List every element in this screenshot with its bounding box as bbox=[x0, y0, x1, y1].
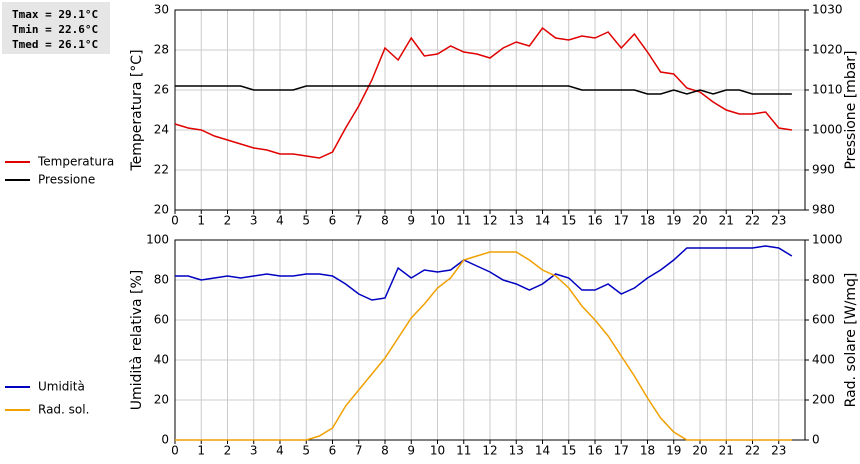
x-tick-label: 0 bbox=[171, 444, 179, 458]
y2-tick-label: 600 bbox=[812, 313, 835, 327]
x-tick-label: 8 bbox=[381, 444, 389, 458]
x-tick-label: 1 bbox=[197, 214, 205, 228]
x-tick-label: 18 bbox=[640, 444, 655, 458]
legend-label: Pressione bbox=[38, 173, 95, 187]
stats-box bbox=[2, 2, 110, 54]
x-tick-label: 4 bbox=[276, 444, 284, 458]
series-line bbox=[175, 245, 793, 301]
x-tick-label: 10 bbox=[430, 214, 445, 228]
x-tick-label: 17 bbox=[614, 214, 629, 228]
x-tick-label: 11 bbox=[456, 444, 471, 458]
y-tick-label: 24 bbox=[154, 123, 169, 137]
x-tick-label: 15 bbox=[561, 214, 576, 228]
y-axis-label: Umidità relativa [%] bbox=[129, 270, 145, 411]
x-tick-label: 9 bbox=[407, 214, 415, 228]
y2-tick-label: 1000 bbox=[812, 233, 843, 247]
y-tick-label: 20 bbox=[154, 203, 169, 217]
y-tick-label: 60 bbox=[154, 313, 169, 327]
y-tick-label: 20 bbox=[154, 393, 169, 407]
y2-tick-label: 1000 bbox=[812, 123, 843, 137]
y2-tick-label: 0 bbox=[812, 433, 820, 447]
x-tick-label: 22 bbox=[745, 214, 760, 228]
x-tick-label: 17 bbox=[614, 444, 629, 458]
y2-tick-label: 1020 bbox=[812, 43, 843, 57]
x-tick-label: 5 bbox=[302, 214, 310, 228]
plot-frame bbox=[174, 9, 806, 211]
x-tick-label: 14 bbox=[535, 214, 550, 228]
x-tick-label: 2 bbox=[224, 444, 232, 458]
legend-label: Temperatura bbox=[37, 155, 114, 169]
x-tick-label: 12 bbox=[482, 214, 497, 228]
x-tick-label: 19 bbox=[666, 444, 681, 458]
y-tick-label: 100 bbox=[146, 233, 169, 247]
x-tick-label: 16 bbox=[587, 444, 602, 458]
x-tick-label: 19 bbox=[666, 214, 681, 228]
x-tick-label: 18 bbox=[640, 214, 655, 228]
x-tick-label: 6 bbox=[329, 214, 337, 228]
y-tick-label: 28 bbox=[154, 43, 169, 57]
y2-tick-label: 990 bbox=[812, 163, 835, 177]
x-tick-label: 23 bbox=[771, 214, 786, 228]
x-tick-label: 23 bbox=[771, 444, 786, 458]
y2-tick-label: 400 bbox=[812, 353, 835, 367]
y-tick-label: 40 bbox=[154, 353, 169, 367]
y-tick-label: 0 bbox=[161, 433, 169, 447]
x-tick-label: 9 bbox=[407, 444, 415, 458]
legend-label: Rad. sol. bbox=[38, 403, 89, 417]
x-tick-label: 14 bbox=[535, 444, 550, 458]
y-tick-label: 26 bbox=[154, 83, 169, 97]
series-line bbox=[175, 85, 792, 95]
y2-axis-label: Rad. solare [W/mq] bbox=[843, 273, 859, 408]
y2-axis-label: Pressione [mbar] bbox=[843, 50, 859, 169]
x-tick-label: 6 bbox=[329, 444, 337, 458]
x-tick-label: 22 bbox=[745, 444, 760, 458]
x-tick-label: 0 bbox=[171, 214, 179, 228]
x-tick-label: 8 bbox=[381, 214, 389, 228]
series-line bbox=[174, 26, 792, 159]
x-tick-label: 15 bbox=[561, 444, 576, 458]
x-tick-label: 7 bbox=[355, 444, 363, 458]
x-tick-label: 2 bbox=[224, 214, 232, 228]
x-tick-label: 16 bbox=[587, 214, 602, 228]
x-tick-label: 13 bbox=[509, 214, 524, 228]
stat: Tmed = 26.1°C bbox=[12, 38, 98, 51]
x-tick-label: 20 bbox=[692, 444, 707, 458]
y2-tick-label: 980 bbox=[812, 203, 835, 217]
x-tick-label: 11 bbox=[456, 214, 471, 228]
stat: Tmin = 22.6°C bbox=[12, 23, 98, 36]
x-tick-label: 5 bbox=[302, 444, 310, 458]
x-tick-label: 4 bbox=[276, 214, 284, 228]
legend-label: Umidità bbox=[38, 380, 85, 394]
x-tick-label: 1 bbox=[197, 444, 205, 458]
series-line bbox=[175, 251, 792, 441]
x-tick-label: 10 bbox=[430, 444, 445, 458]
plot-frame bbox=[174, 239, 806, 441]
x-tick-label: 20 bbox=[692, 214, 707, 228]
x-tick-label: 3 bbox=[250, 214, 258, 228]
y2-tick-label: 800 bbox=[812, 273, 835, 287]
y-tick-label: 80 bbox=[154, 273, 169, 287]
x-tick-label: 13 bbox=[509, 444, 524, 458]
x-tick-label: 3 bbox=[250, 444, 258, 458]
y2-tick-label: 1030 bbox=[812, 3, 843, 17]
y2-tick-label: 200 bbox=[812, 393, 835, 407]
x-tick-label: 12 bbox=[482, 444, 497, 458]
y-tick-label: 22 bbox=[154, 163, 169, 177]
y-axis-label: Temperatura [°C] bbox=[129, 49, 145, 171]
x-tick-label: 21 bbox=[719, 214, 734, 228]
x-tick-label: 7 bbox=[355, 214, 363, 228]
x-tick-label: 21 bbox=[719, 444, 734, 458]
y-tick-label: 30 bbox=[154, 3, 169, 17]
y2-tick-label: 1010 bbox=[812, 83, 843, 97]
stat: Tmax = 29.1°C bbox=[12, 8, 98, 21]
